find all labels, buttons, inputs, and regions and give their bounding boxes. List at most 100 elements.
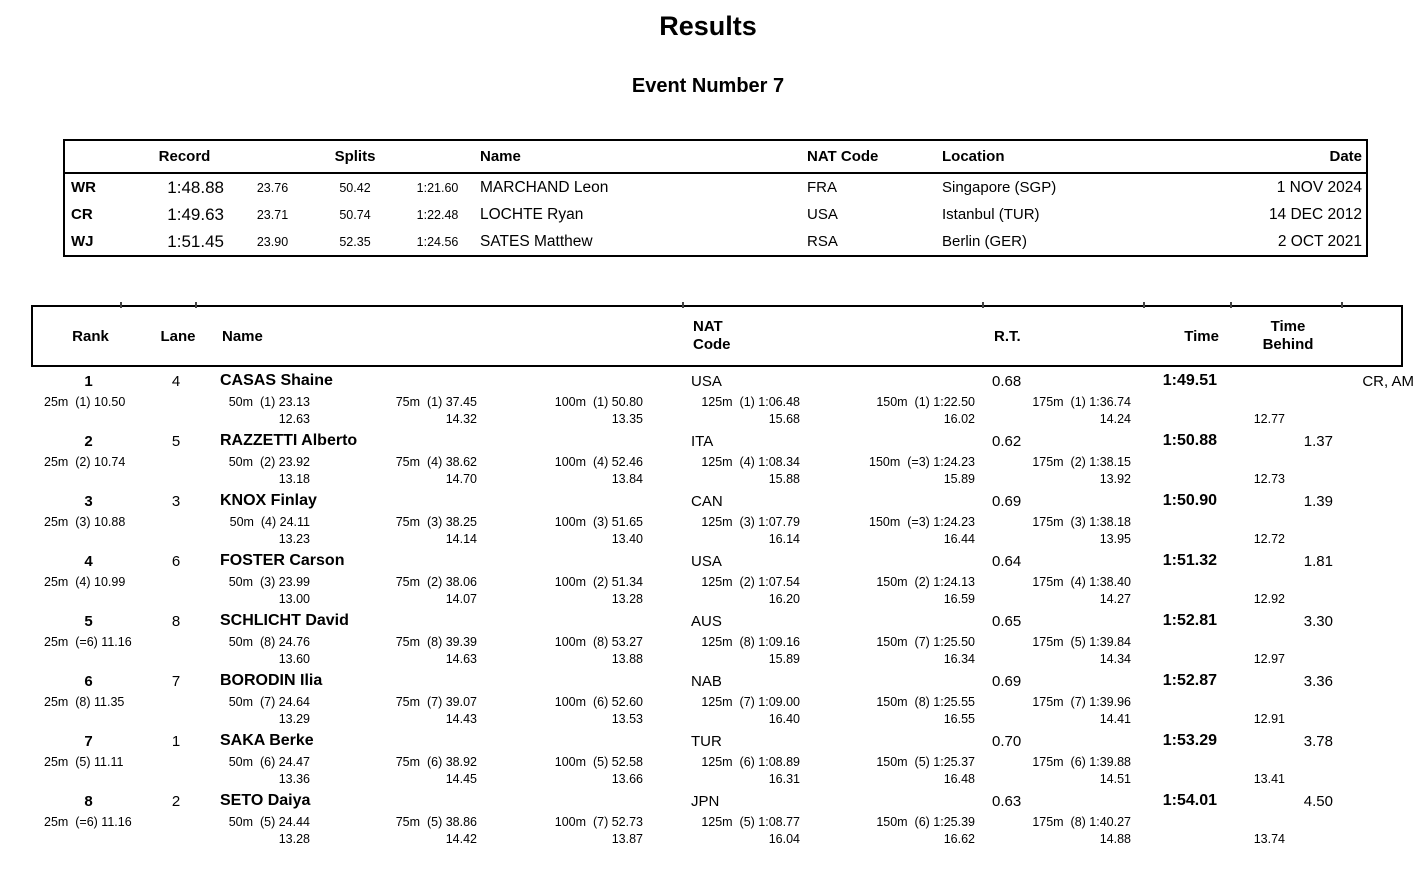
results-header-rt: R.T. bbox=[994, 327, 1021, 345]
split-time: 50m (1) 23.13 bbox=[228, 395, 310, 409]
result-row-main: 6 7 BORODIN Ilia NAB 0.69 1:52.87 3.36 bbox=[31, 668, 1416, 694]
split-lap-time: 14.88 bbox=[1099, 832, 1131, 846]
split-lap-time: 14.51 bbox=[1099, 772, 1131, 786]
split-cell: 75m (2) 38.06 14.07 bbox=[310, 574, 477, 608]
split-lap-time: 13.60 bbox=[278, 652, 310, 666]
split-time: 75m (1) 37.45 bbox=[395, 395, 477, 409]
split-time bbox=[1131, 394, 1285, 411]
split-cell: 150m (5) 1:25.37 16.48 bbox=[800, 754, 975, 788]
split-lap-time: 13.53 bbox=[611, 712, 643, 726]
result-splits: 25m (3) 10.88 50m (4) 24.11 13.23 75m (3) 3… bbox=[31, 514, 1416, 548]
record-time: 1:49.63 bbox=[167, 204, 224, 224]
split-cell: 13.41 bbox=[1131, 754, 1285, 788]
split-cell: 100m (3) 51.65 13.40 bbox=[477, 514, 643, 548]
record-split-100m: 50.42 bbox=[339, 180, 371, 195]
results-header-nat-code-label: NAT Code bbox=[693, 318, 731, 353]
split-lap-time: 14.41 bbox=[1099, 712, 1131, 726]
split-time: 25m (2) 10.74 bbox=[44, 455, 126, 469]
split-filler bbox=[1285, 694, 1416, 728]
split-time: 75m (6) 38.92 bbox=[395, 755, 477, 769]
split-cell: 50m (5) 24.44 13.28 bbox=[170, 814, 310, 848]
results-header-notes-spacer bbox=[1335, 307, 1401, 365]
split-time: 150m (=3) 1:24.23 bbox=[869, 515, 975, 529]
result-rank: 1 bbox=[84, 372, 93, 390]
split-cell: 12.97 bbox=[1131, 634, 1285, 668]
athlete-nat-code: USA bbox=[691, 372, 722, 390]
split-time: 100m (2) 51.34 bbox=[554, 575, 643, 589]
result-row-main: 4 6 FOSTER Carson USA 0.64 1:51.32 1.81 bbox=[31, 548, 1416, 574]
split-lap-time bbox=[31, 531, 170, 548]
split-time bbox=[1131, 814, 1285, 831]
records-header-location: Location bbox=[942, 148, 1005, 165]
split-cell: 175m (7) 1:39.96 14.41 bbox=[975, 694, 1131, 728]
split-time: 50m (2) 23.92 bbox=[228, 455, 310, 469]
record-nat-code: FRA bbox=[807, 179, 837, 196]
results-table-header: Rank Lane Name NAT Code R.T. Time Time B… bbox=[31, 302, 1403, 367]
split-lap-time: 13.84 bbox=[611, 472, 643, 486]
split-time: 150m (8) 1:25.55 bbox=[876, 695, 975, 709]
split-lap-time: 16.20 bbox=[768, 592, 800, 606]
split-time: 75m (8) 39.39 bbox=[395, 635, 477, 649]
split-time: 100m (6) 52.60 bbox=[554, 695, 643, 709]
split-lap-time: 14.42 bbox=[445, 832, 477, 846]
split-cell: 100m (5) 52.58 13.66 bbox=[477, 754, 643, 788]
split-lap-time: 16.48 bbox=[943, 772, 975, 786]
athlete-name: FOSTER Carson bbox=[220, 552, 345, 569]
record-location: Istanbul (TUR) bbox=[942, 206, 1040, 223]
split-time: 25m (1) 10.50 bbox=[44, 395, 126, 409]
record-notes: CR, AM bbox=[1362, 372, 1414, 390]
split-cell: 75m (4) 38.62 14.70 bbox=[310, 454, 477, 488]
result-splits: 25m (=6) 11.16 50m (8) 24.76 13.60 75m (8) … bbox=[31, 634, 1416, 668]
split-cell: 125m (8) 1:09.16 15.89 bbox=[643, 634, 800, 668]
split-cell: 150m (6) 1:25.39 16.62 bbox=[800, 814, 975, 848]
split-time: 175m (6) 1:39.88 bbox=[1032, 755, 1131, 769]
split-time: 175m (1) 1:36.74 bbox=[1032, 395, 1131, 409]
time-behind: 3.36 bbox=[1303, 672, 1333, 690]
column-divider-tick bbox=[1143, 302, 1145, 308]
split-cell: 75m (1) 37.45 14.32 bbox=[310, 394, 477, 428]
split-lap-time: 16.31 bbox=[768, 772, 800, 786]
split-cell: 50m (8) 24.76 13.60 bbox=[170, 634, 310, 668]
athlete-name: RAZZETTI Alberto bbox=[220, 432, 358, 449]
split-cell: 12.72 bbox=[1131, 514, 1285, 548]
result-row: 2 5 RAZZETTI Alberto ITA 0.62 1:50.88 1.37 25m … bbox=[31, 428, 1416, 488]
result-row: 4 6 FOSTER Carson USA 0.64 1:51.32 1.81 25m (4)… bbox=[31, 548, 1416, 608]
result-lane: 1 bbox=[171, 732, 181, 750]
result-rank: 4 bbox=[84, 552, 93, 570]
split-lap-time: 15.89 bbox=[943, 472, 975, 486]
split-time: 50m (8) 24.76 bbox=[228, 635, 310, 649]
split-lap-time bbox=[31, 771, 170, 788]
reaction-time: 0.62 bbox=[992, 432, 1022, 450]
split-time: 150m (6) 1:25.39 bbox=[876, 815, 975, 829]
records-header-splits: Splits bbox=[334, 148, 376, 165]
split-lap-time: 13.88 bbox=[611, 652, 643, 666]
reaction-time: 0.63 bbox=[992, 792, 1022, 810]
athlete-nat-code: USA bbox=[691, 552, 722, 570]
split-lap-time bbox=[31, 471, 170, 488]
split-cell: 12.77 bbox=[1131, 394, 1285, 428]
split-lap-time: 13.87 bbox=[611, 832, 643, 846]
records-header-name: Name bbox=[480, 148, 521, 165]
athlete-nat-code: CAN bbox=[691, 492, 723, 510]
split-lap-time: 13.18 bbox=[278, 472, 310, 486]
final-time: 1:51.32 bbox=[1162, 552, 1217, 569]
record-date: 1 NOV 2024 bbox=[1276, 178, 1362, 196]
split-lap-time: 16.55 bbox=[943, 712, 975, 726]
split-lap-time: 15.89 bbox=[768, 652, 800, 666]
split-lap-time: 14.63 bbox=[445, 652, 477, 666]
record-row: CR 1:49.63 23.71 50.74 1:22.48 LOCHTE Ryan USA… bbox=[65, 201, 1366, 228]
split-lap-time: 14.24 bbox=[1099, 412, 1131, 426]
split-time: 75m (7) 39.07 bbox=[395, 695, 477, 709]
split-cell: 125m (7) 1:09.00 16.40 bbox=[643, 694, 800, 728]
result-rank: 5 bbox=[84, 612, 93, 630]
split-cell: 175m (4) 1:38.40 14.27 bbox=[975, 574, 1131, 608]
split-time: 175m (4) 1:38.40 bbox=[1032, 575, 1131, 589]
split-lap-time: 16.44 bbox=[943, 532, 975, 546]
split-lap-time: 12.63 bbox=[278, 412, 310, 426]
split-cell: 50m (7) 24.64 13.29 bbox=[170, 694, 310, 728]
athlete-name: SCHLICHT David bbox=[220, 612, 349, 629]
results-header-time-behind: Time Behind bbox=[1219, 307, 1335, 365]
column-divider-tick bbox=[982, 302, 984, 308]
result-row-main: 2 5 RAZZETTI Alberto ITA 0.62 1:50.88 1.37 bbox=[31, 428, 1416, 454]
split-cell: 100m (6) 52.60 13.53 bbox=[477, 694, 643, 728]
